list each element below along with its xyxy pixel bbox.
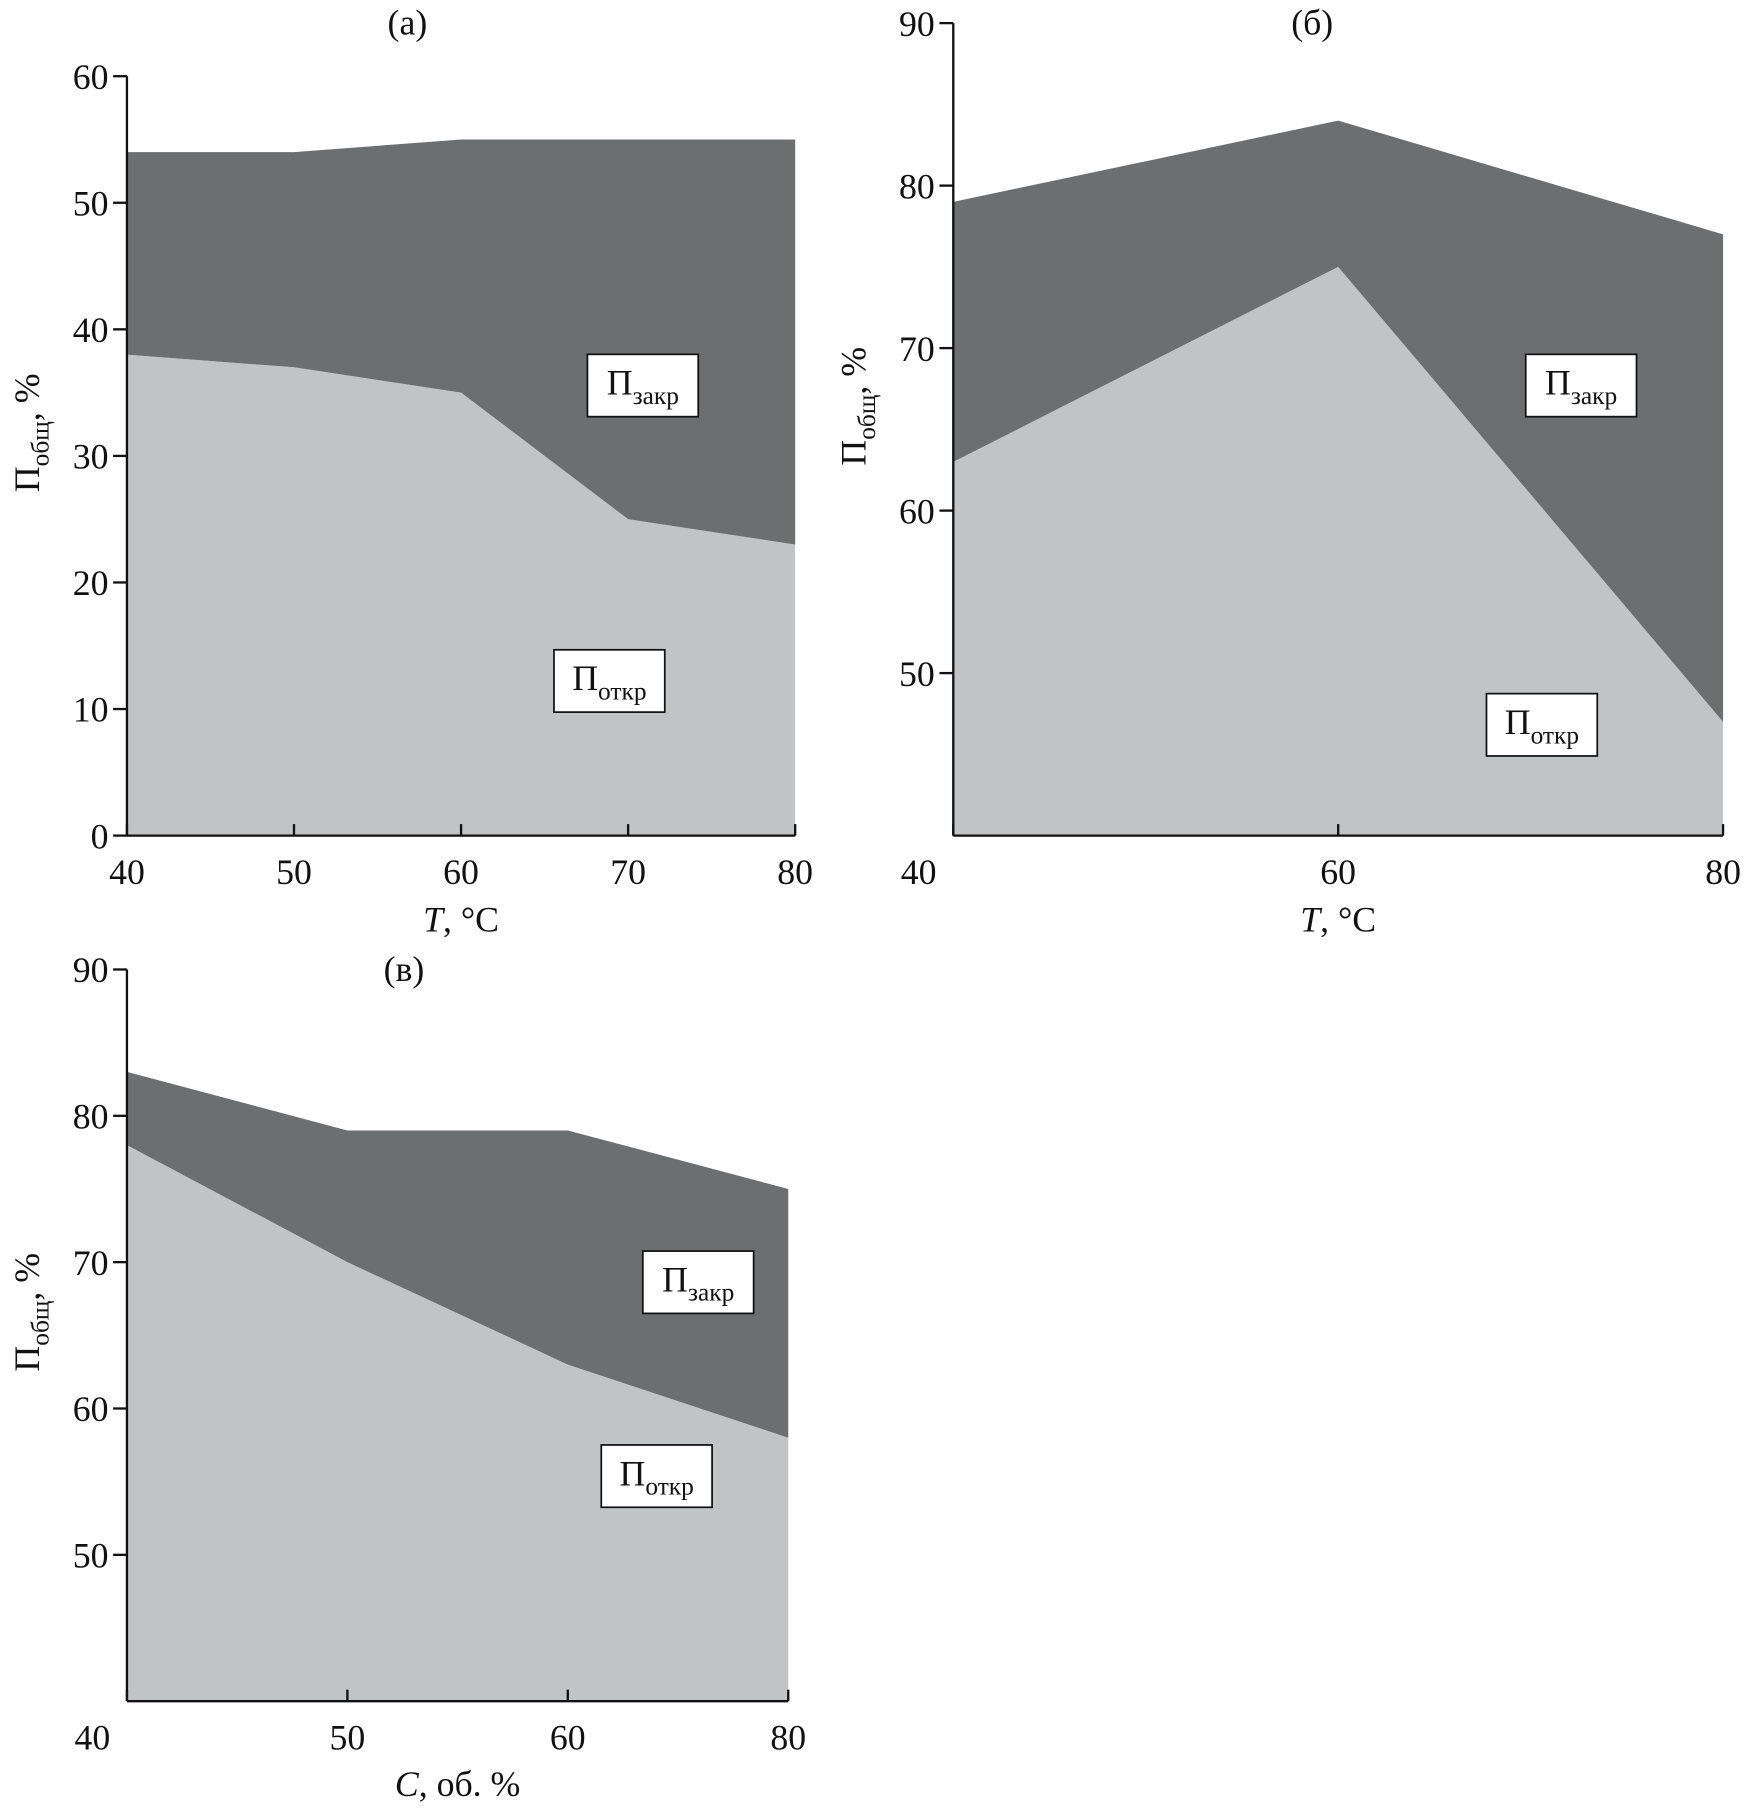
y-tick-label: 60 xyxy=(73,1389,109,1429)
y-tick-label: 50 xyxy=(73,183,109,223)
x-tick-label: 40 xyxy=(901,852,937,892)
series-label-sub: откр xyxy=(1531,721,1579,749)
area xyxy=(126,139,796,545)
y-tick-label: 50 xyxy=(73,1536,109,1576)
series-label-main: П xyxy=(572,658,598,698)
series-label-sub: закр xyxy=(1571,382,1617,410)
x-tick-label: 70 xyxy=(610,852,646,892)
series-label: Поткр xyxy=(572,658,646,705)
y-tick-label: 30 xyxy=(73,437,109,477)
y-tick-label: 60 xyxy=(899,491,935,531)
y-label-main: П xyxy=(7,1346,47,1372)
x-tick-label: 80 xyxy=(1705,852,1741,892)
x-tick-label: 80 xyxy=(770,1718,806,1758)
y-label-unit: , % xyxy=(834,347,874,395)
y-label-unit: , % xyxy=(7,1253,47,1301)
y-tick-label: 70 xyxy=(899,329,935,369)
x-axis-label: T, °C xyxy=(1300,899,1376,939)
x-tick-label: 60 xyxy=(550,1718,586,1758)
y-tick-label: 80 xyxy=(899,166,935,206)
x-axis-label: T, °C xyxy=(423,899,499,939)
y-axis-label: Побщ, % xyxy=(7,373,54,492)
y-axis-label: Побщ, % xyxy=(834,347,881,466)
x-label-variable: C xyxy=(395,1764,420,1804)
series-label-main: П xyxy=(607,363,633,403)
y-label-main: П xyxy=(834,440,874,466)
x-tick-label: 50 xyxy=(276,852,312,892)
y-tick-label: 90 xyxy=(899,4,935,44)
panel-title: (б) xyxy=(1291,3,1333,43)
y-tick-label: 10 xyxy=(73,690,109,730)
y-label-unit: , % xyxy=(7,373,47,421)
x-axis-label: C, об. % xyxy=(395,1764,521,1804)
y-axis-label: Побщ, % xyxy=(7,1253,54,1372)
y-tick-label: 70 xyxy=(73,1243,109,1283)
panel-title: (а) xyxy=(388,3,428,43)
x-label-unit: , °C xyxy=(443,899,499,939)
y-tick-label: 80 xyxy=(73,1097,109,1137)
series-label-main: П xyxy=(662,1259,688,1299)
series-label-sub: откр xyxy=(645,1473,693,1501)
series-label-main: П xyxy=(620,1453,646,1493)
y-label-sub: общ xyxy=(26,421,54,466)
series-label-sub: закр xyxy=(688,1279,734,1307)
x-label-unit: , °C xyxy=(1320,899,1376,939)
x-tick-label: 60 xyxy=(1320,852,1356,892)
x-label-unit: , об. % xyxy=(419,1764,521,1804)
y-tick-label: 40 xyxy=(73,310,109,350)
panel-title: (в) xyxy=(384,949,425,989)
x-label-variable: T xyxy=(423,899,445,939)
x-tick-label: 40 xyxy=(74,1718,110,1758)
y-label-sub: общ xyxy=(853,395,881,440)
series-label: Поткр xyxy=(620,1453,694,1500)
y-tick-label: 20 xyxy=(73,563,109,603)
y-tick-label: 0 xyxy=(91,816,109,856)
area xyxy=(953,120,1724,722)
area xyxy=(126,1145,789,1702)
area xyxy=(126,354,796,836)
series-label-box xyxy=(641,1250,755,1315)
series-label-box xyxy=(1485,692,1599,757)
series-label: Пзакр xyxy=(1545,363,1617,410)
series-label-box xyxy=(553,648,666,713)
series-label-box xyxy=(1524,353,1638,418)
series-label-main: П xyxy=(1545,363,1571,403)
series-label: Пзакр xyxy=(662,1259,734,1306)
series-label-sub: откр xyxy=(598,677,646,705)
series-label-box xyxy=(586,353,700,418)
series-label-box xyxy=(600,1444,713,1509)
x-tick-label: 50 xyxy=(330,1718,366,1758)
y-label-sub: общ xyxy=(26,1301,54,1346)
y-tick-label: 60 xyxy=(73,57,109,97)
y-tick-label: 50 xyxy=(899,654,935,694)
x-tick-label: 60 xyxy=(443,852,479,892)
y-tick-label: 90 xyxy=(73,950,109,990)
series-label: Пзакр xyxy=(607,363,679,410)
y-label-main: П xyxy=(7,466,47,492)
series-label: Поткр xyxy=(1505,702,1579,749)
series-label-main: П xyxy=(1505,702,1531,742)
series-label-sub: закр xyxy=(633,382,679,410)
x-label-variable: T xyxy=(1300,899,1322,939)
x-tick-label: 40 xyxy=(109,852,145,892)
area xyxy=(126,1071,789,1438)
x-tick-label: 80 xyxy=(777,852,813,892)
